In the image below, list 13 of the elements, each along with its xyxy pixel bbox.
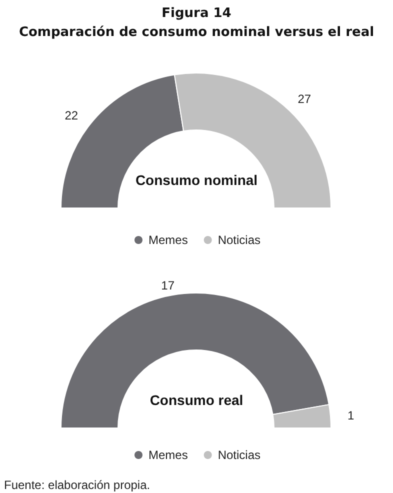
legend-label: Noticias bbox=[218, 233, 261, 247]
text: Consumo nominal bbox=[135, 172, 258, 188]
source-note: Fuente: elaboración propia. bbox=[4, 478, 150, 492]
legend-label: Noticias bbox=[218, 448, 261, 462]
data-label: 27 bbox=[298, 92, 312, 106]
text: Consumo real bbox=[150, 392, 244, 408]
data-label: 22 bbox=[64, 108, 78, 122]
data-label: 1 bbox=[347, 408, 354, 423]
legend-label: Memes bbox=[148, 448, 188, 462]
chart-title: Figura 14 bbox=[162, 6, 232, 21]
chart-subtitle: Comparación de consumo nominal versus el real bbox=[18, 25, 374, 40]
legend-label: Memes bbox=[148, 233, 188, 247]
data-label: 17 bbox=[161, 278, 175, 293]
